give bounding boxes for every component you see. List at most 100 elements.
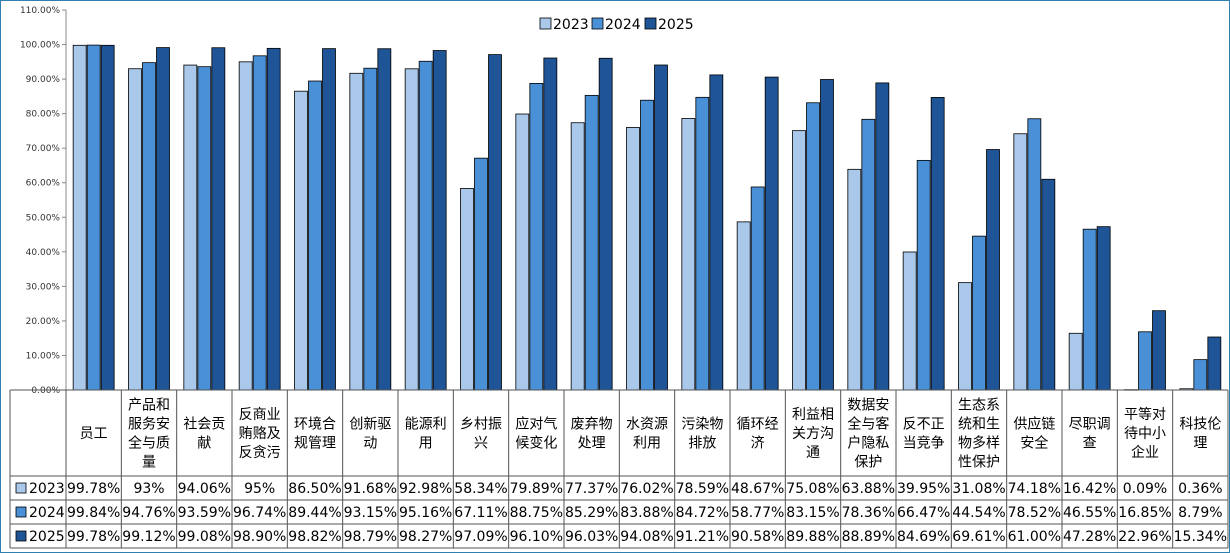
table-value: 66.47% — [897, 505, 950, 521]
table-legend-key-2023 — [15, 482, 27, 494]
category-label: 物多样 — [958, 435, 1000, 452]
category-label: 全与客 — [847, 416, 889, 433]
category-label: 贿赂及 — [239, 426, 281, 442]
category-label: 废弃物 — [571, 417, 613, 433]
table-value: 61.00% — [1008, 529, 1061, 545]
table-value: 67.11% — [454, 505, 507, 521]
legend-label: 2025 — [658, 17, 694, 33]
bar-2024-5 — [363, 67, 378, 391]
category-label: 献 — [197, 436, 211, 452]
y-tick-label: 70.00% — [26, 144, 61, 154]
table-value: 84.72% — [676, 505, 729, 521]
category-label: 应对气 — [515, 416, 557, 433]
table-value: 99.12% — [122, 529, 175, 545]
category-label: 查 — [1083, 436, 1097, 452]
category-label: 尽职调 — [1069, 417, 1111, 433]
bar-2023-2 — [183, 64, 198, 391]
bar-2023-13 — [792, 130, 806, 391]
y-tick-label: 40.00% — [26, 248, 61, 258]
table-value: 88.89% — [842, 529, 895, 545]
bar-2023-9 — [570, 122, 585, 391]
category-label: 动 — [363, 436, 377, 452]
bar-2024-11 — [695, 96, 710, 391]
table-value: 95% — [244, 481, 275, 497]
category-label: 处理 — [578, 436, 606, 452]
category-label: 通 — [806, 445, 820, 461]
table-value: 8.79% — [1178, 505, 1222, 521]
table-value: 0.09% — [1123, 481, 1167, 497]
table-value: 89.88% — [786, 529, 839, 545]
bar-2025-16 — [986, 149, 1000, 391]
bar-2025-3 — [266, 47, 281, 391]
bar-2024-12 — [750, 186, 765, 391]
table-value: 91.21% — [676, 529, 729, 545]
y-tick-label: 110.00% — [20, 6, 60, 16]
bar-2024-8 — [529, 83, 544, 391]
table-value: 97.09% — [454, 529, 507, 545]
table-value: 84.69% — [897, 529, 950, 545]
legend-label: 2023 — [553, 17, 589, 33]
y-tick-label: 60.00% — [26, 179, 61, 189]
bar-2023-11 — [681, 118, 696, 391]
table-value: 99.08% — [178, 529, 231, 545]
category-label: 反商业 — [239, 407, 281, 423]
bar-2023-0 — [72, 44, 87, 391]
table-value: 86.50% — [288, 481, 341, 497]
category-label: 待中小 — [1124, 426, 1166, 442]
legend-swatch-2023 — [539, 17, 552, 30]
category-label: 供应链 — [1013, 416, 1055, 433]
bar-2024-6 — [418, 60, 433, 391]
bar-2025-13 — [820, 79, 834, 391]
bar-2024-4 — [308, 80, 322, 391]
category-label: 反贪污 — [239, 445, 281, 461]
y-tick-label: 90.00% — [26, 75, 61, 85]
table-value: 31.08% — [952, 481, 1005, 497]
bar-2024-13 — [806, 102, 820, 391]
table-value: 98.82% — [288, 529, 341, 545]
table-value: 85.29% — [565, 505, 618, 521]
category-label: 保护 — [854, 455, 882, 471]
table-value: 44.54% — [952, 505, 1005, 521]
table-value: 16.85% — [1118, 505, 1171, 521]
category-label: 全与质 — [128, 435, 170, 452]
bar-2025-17 — [1041, 178, 1056, 391]
table-series-name: 2025 — [29, 529, 65, 545]
table-value: 96.74% — [233, 505, 286, 521]
category-label: 排放 — [688, 436, 716, 452]
table-legend-key-2024 — [15, 506, 27, 518]
table-value: 90.58% — [731, 529, 784, 545]
bar-2023-3 — [238, 61, 253, 391]
category-label: 规管理 — [294, 436, 336, 452]
category-label: 当竞争 — [903, 435, 945, 452]
bar-2023-7 — [460, 188, 474, 391]
y-tick-label: 10.00% — [26, 351, 61, 361]
table-value: 16.42% — [1063, 481, 1116, 497]
bar-2023-8 — [515, 113, 530, 391]
table-value: 93% — [133, 481, 164, 497]
table-value: 22.96% — [1118, 529, 1171, 545]
table-value: 69.61% — [952, 529, 1005, 545]
bar-2025-4 — [322, 48, 336, 391]
table-value: 92.98% — [399, 481, 452, 497]
category-label: 统和生 — [958, 417, 1000, 433]
category-label: 量 — [142, 455, 156, 471]
bar-2024-0 — [86, 44, 101, 391]
y-tick-label: 50.00% — [26, 213, 61, 223]
category-label: 济 — [751, 436, 765, 452]
table-value: 94.06% — [178, 481, 231, 497]
table-series-name: 2023 — [29, 481, 65, 497]
bar-2024-17 — [1027, 118, 1042, 391]
y-tick-label: 80.00% — [26, 110, 61, 120]
category-label: 利用 — [633, 436, 661, 452]
table-value: 15.34% — [1174, 529, 1227, 545]
category-label: 社会贡 — [183, 417, 225, 433]
bar-2023-4 — [294, 90, 308, 391]
category-label: 员工 — [80, 426, 108, 442]
bar-2024-2 — [197, 66, 212, 391]
table-value: 99.78% — [67, 481, 120, 497]
table-value: 48.67% — [731, 481, 784, 497]
category-label: 乡村振 — [460, 417, 502, 433]
bar-2024-7 — [474, 157, 488, 391]
bar-2025-10 — [654, 64, 668, 391]
table-value: 78.36% — [842, 505, 895, 521]
